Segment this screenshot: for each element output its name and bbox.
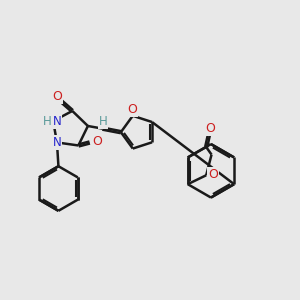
- Text: H: H: [43, 115, 52, 128]
- Text: H: H: [99, 115, 107, 128]
- Text: N: N: [52, 115, 61, 128]
- Text: O: O: [127, 103, 137, 116]
- Text: N: N: [52, 136, 61, 149]
- Text: O: O: [208, 168, 218, 181]
- Text: O: O: [206, 122, 216, 135]
- Text: O: O: [92, 135, 102, 148]
- Text: O: O: [52, 90, 62, 103]
